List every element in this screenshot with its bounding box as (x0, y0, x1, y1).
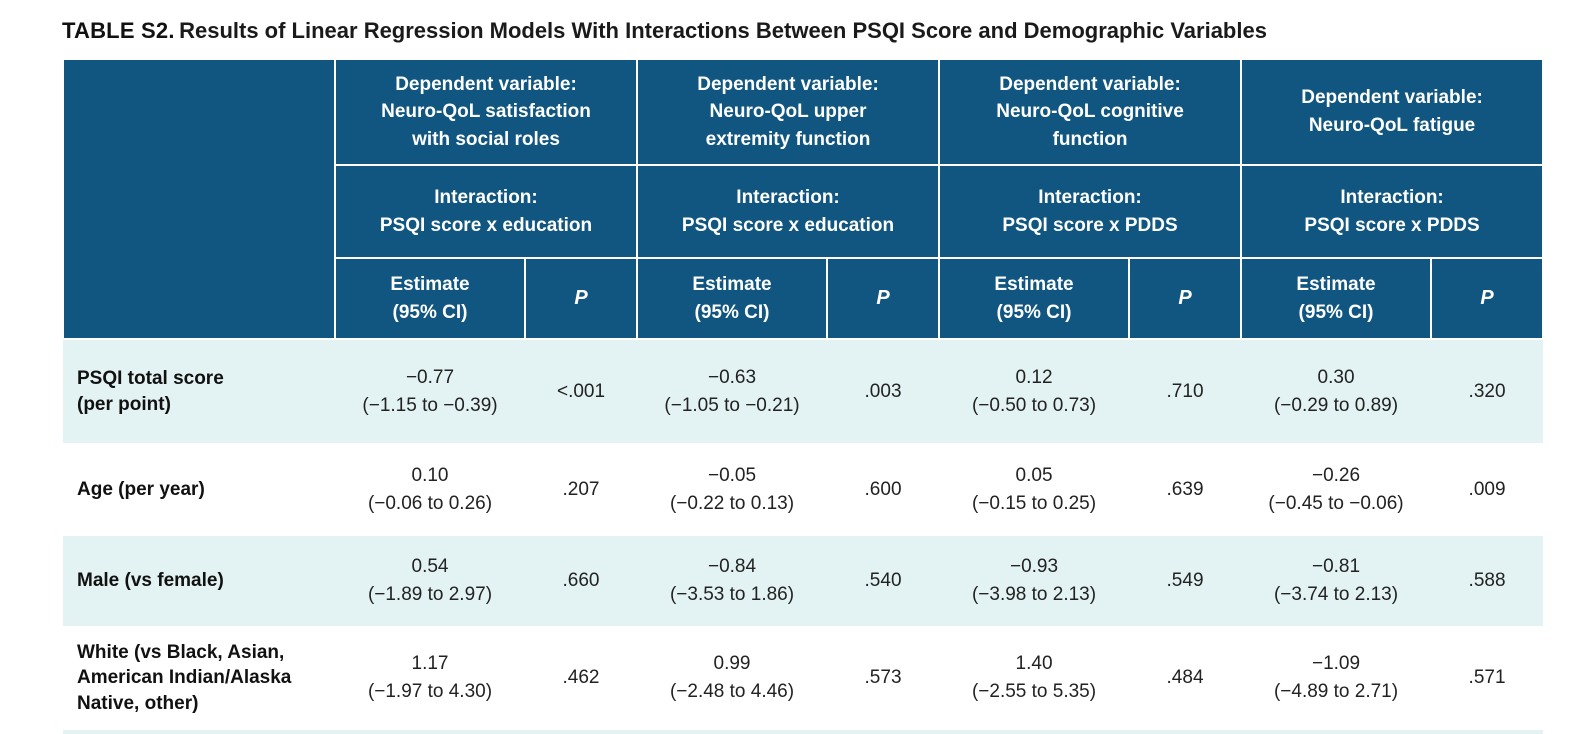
confidence-interval: (−1.89 to 2.97) (367, 584, 493, 605)
estimate-cell: −0.26 (−0.45 to −0.06) (1241, 443, 1431, 536)
estimate-value: 0.12 (1015, 366, 1053, 388)
row-label: Age (per year) (77, 478, 205, 500)
partial-row-strip (63, 730, 1543, 734)
estimate-value: 1.17 (411, 653, 449, 675)
confidence-interval: (−0.29 to 0.89) (1273, 394, 1399, 416)
estimate-cell: 0.30 (−0.29 to 0.89) (1241, 339, 1431, 443)
row-label: Male (vs female) (77, 570, 224, 592)
interaction-header-4: Interaction: PSQI score x PDDS (1240, 164, 1545, 259)
estimate-value: 0.30 (1317, 366, 1355, 388)
estimate-value: 1.40 (1015, 653, 1053, 675)
p-value-cell: .588 (1468, 570, 1506, 591)
p-value-cell: .320 (1468, 380, 1506, 402)
table-caption: Results of Linear Regression Models With… (179, 18, 1267, 43)
p-value-cell: .207 (562, 478, 600, 500)
regression-results-table: Dependent variable: Neuro-QoL satisfacti… (62, 58, 1545, 734)
estimate-value: −0.93 (1009, 556, 1059, 578)
confidence-interval: (−1.05 to −0.21) (664, 394, 800, 416)
interaction-header-1: Interaction: PSQI score x education (333, 164, 639, 259)
dependent-variable-header-social-roles: Dependent variable: Neuro-QoL satisfacti… (333, 58, 639, 166)
p-value-cell: .003 (864, 380, 902, 402)
confidence-interval: (−3.98 to 2.13) (971, 584, 1097, 605)
confidence-interval: (−4.89 to 2.71) (1273, 681, 1399, 702)
estimate-header-4: Estimate (95% CI) (1240, 257, 1433, 340)
estimate-header-3: Estimate (95% CI) (938, 257, 1131, 340)
dependent-variable-header-fatigue: Dependent variable: Neuro-QoL fatigue (1240, 58, 1545, 166)
p-value-cell: .639 (1166, 478, 1204, 500)
interaction-header-3: Interaction: PSQI score x PDDS (938, 164, 1243, 259)
dependent-variable-header-upper-extremity: Dependent variable: Neuro-QoL upper extr… (636, 58, 941, 166)
estimate-header-1: Estimate (95% CI) (334, 257, 526, 340)
estimate-p-header-row: Estimate (95% CI) P Estimate (95% CI) P … (63, 257, 1545, 340)
estimate-value: 0.54 (411, 556, 449, 578)
estimate-cell: 0.54 (−1.89 to 2.97) (335, 536, 525, 626)
estimate-value: −0.77 (405, 366, 455, 388)
estimate-value: −0.81 (1311, 556, 1361, 578)
p-value-cell: .573 (864, 667, 902, 688)
p-value-cell: .540 (864, 570, 902, 591)
confidence-interval: (−3.74 to 2.13) (1273, 584, 1399, 605)
confidence-interval: (−1.97 to 4.30) (367, 681, 493, 702)
estimate-cell: −0.63 (−1.05 to −0.21) (637, 339, 827, 443)
table-row-psqi-total-score: PSQI total score (per point) −0.77 (−1.15… (63, 339, 1544, 443)
estimate-cell: −0.93 (−3.98 to 2.13) (939, 536, 1129, 626)
p-header-4: P (1430, 257, 1545, 340)
corner-cell (62, 58, 336, 340)
dependent-variable-header-row: Dependent variable: Neuro-QoL satisfacti… (62, 58, 1545, 340)
estimate-cell: −0.77 (−1.15 to −0.39) (335, 339, 525, 443)
estimate-cell: −0.81 (−3.74 to 2.13) (1241, 536, 1431, 626)
confidence-interval: (−0.45 to −0.06) (1268, 492, 1404, 514)
p-header-3: P (1128, 257, 1243, 340)
table-row-partial (63, 730, 1544, 734)
estimate-value: −0.63 (707, 366, 757, 388)
estimate-value: −0.26 (1311, 464, 1361, 486)
estimate-cell: 1.40 (−2.55 to 5.35) (939, 626, 1129, 730)
estimate-value: −0.05 (707, 464, 757, 486)
table-number: TABLE S2. (62, 18, 175, 43)
estimate-value: −1.09 (1311, 653, 1361, 675)
confidence-interval: (−0.50 to 0.73) (971, 394, 1097, 416)
estimate-cell: 1.17 (−1.97 to 4.30) (335, 626, 525, 730)
row-label: White (vs Black, Asian, American Indian/… (77, 641, 292, 714)
p-header-2: P (826, 257, 941, 340)
confidence-interval: (−0.06 to 0.26) (367, 492, 493, 514)
p-value-cell: <.001 (556, 380, 606, 402)
p-value-cell: .462 (562, 667, 600, 688)
confidence-interval: (−2.55 to 5.35) (971, 681, 1097, 702)
confidence-interval: (−2.48 to 4.46) (669, 681, 795, 702)
estimate-cell: −0.05 (−0.22 to 0.13) (637, 443, 827, 536)
confidence-interval: (−0.22 to 0.13) (669, 492, 795, 514)
p-value-cell: .571 (1468, 667, 1506, 688)
dependent-variable-header-cognitive: Dependent variable: Neuro-QoL cognitive … (938, 58, 1243, 166)
estimate-value: 0.99 (713, 653, 751, 675)
estimate-cell: 0.10 (−0.06 to 0.26) (335, 443, 525, 536)
confidence-interval: (−1.15 to −0.39) (362, 394, 498, 416)
confidence-interval: (−3.53 to 1.86) (669, 584, 795, 605)
p-value-cell: .710 (1166, 380, 1204, 402)
estimate-cell: 0.05 (−0.15 to 0.25) (939, 443, 1129, 536)
table-row-age: Age (per year) 0.10 (−0.06 to 0.26) .207 … (63, 443, 1544, 536)
estimate-cell: 0.99 (−2.48 to 4.46) (637, 626, 827, 730)
estimate-header-2: Estimate (95% CI) (636, 257, 829, 340)
p-value-cell: .484 (1166, 667, 1204, 688)
estimate-cell: 0.12 (−0.50 to 0.73) (939, 339, 1129, 443)
estimate-value: 0.05 (1015, 464, 1053, 486)
interaction-header-row: Interaction: PSQI score x education Inte… (63, 164, 1545, 259)
p-value-cell: .549 (1166, 570, 1204, 591)
estimate-cell: −0.84 (−3.53 to 1.86) (637, 536, 827, 626)
p-header-1: P (523, 257, 639, 340)
row-label: PSQI total score (per point) (77, 367, 224, 415)
table-row-male: Male (vs female) 0.54 (−1.89 to 2.97) .66… (63, 536, 1544, 626)
confidence-interval: (−0.15 to 0.25) (971, 492, 1097, 514)
p-value-cell: .009 (1468, 478, 1506, 500)
p-value-cell: .660 (562, 570, 600, 591)
estimate-value: −0.84 (707, 556, 757, 578)
table-row-white: White (vs Black, Asian, American Indian/… (63, 626, 1544, 730)
page-title: TABLE S2. Results of Linear Regression M… (0, 0, 1578, 58)
p-value-cell: .600 (864, 478, 902, 500)
estimate-cell: −1.09 (−4.89 to 2.71) (1241, 626, 1431, 730)
estimate-value: 0.10 (411, 464, 449, 486)
interaction-header-2: Interaction: PSQI score x education (636, 164, 941, 259)
